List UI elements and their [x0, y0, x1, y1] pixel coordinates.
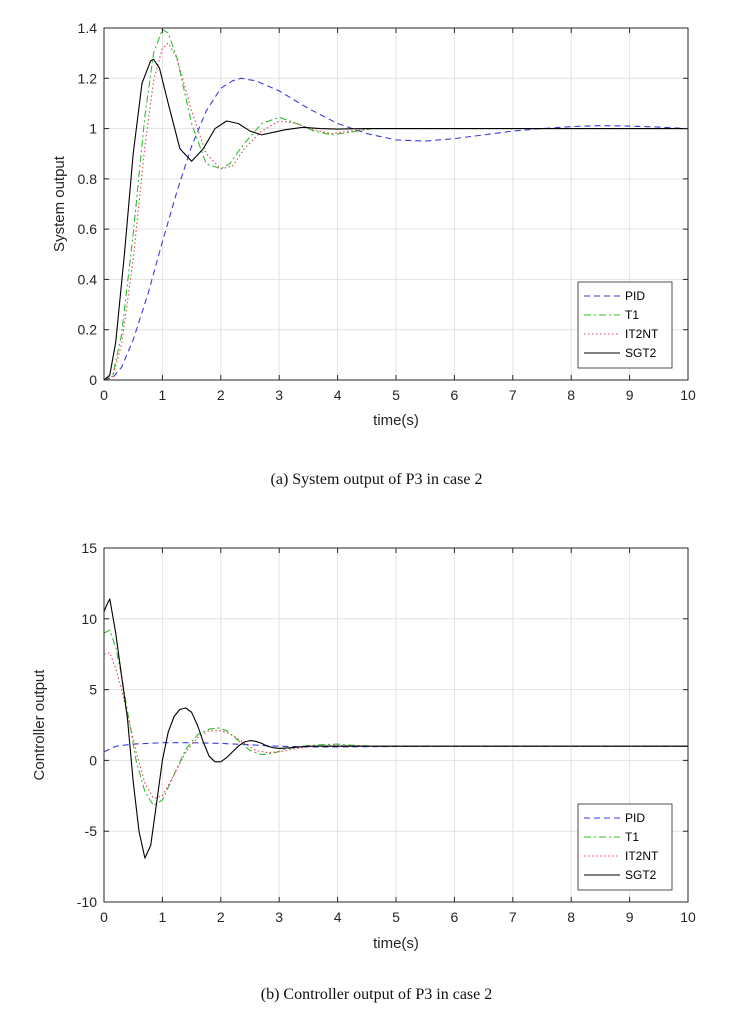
y-tick-label: 1.4	[78, 20, 98, 36]
x-axis-label-a: time(s)	[373, 412, 419, 429]
x-tick-label: 4	[334, 909, 342, 925]
y-tick-label: 5	[89, 682, 97, 698]
x-tick-label: 6	[451, 909, 459, 925]
x-tick-label: 10	[680, 909, 696, 925]
x-tick-label: 5	[392, 909, 400, 925]
series-line-sgt2	[103, 58, 688, 381]
ticks-a: 0 1 2 3 4 5 6 7 8 9 10 0 0.2 0.4 0.6 0.8 1 1.2 1.4	[78, 20, 696, 403]
legend-a: PID T1 IT2NT SGT2	[577, 281, 673, 369]
series-line-pid	[103, 77, 689, 381]
x-tick-label: 10	[680, 387, 696, 403]
y-tick-label: -10	[77, 894, 97, 910]
legend-label-it2nt: IT2NT	[625, 849, 659, 863]
x-tick-label: 8	[567, 909, 575, 925]
x-tick-label: 6	[451, 387, 459, 403]
x-tick-label: 2	[217, 909, 225, 925]
series-line-sgt2	[103, 598, 688, 859]
legend-label-sgt2: SGT2	[625, 346, 657, 360]
y-tick-label: 0	[89, 752, 97, 768]
y-axis-label-a: System output	[51, 155, 68, 252]
x-tick-label: 1	[159, 909, 167, 925]
legend-label-t1: T1	[625, 830, 639, 844]
legend-label-t1: T1	[625, 308, 639, 322]
caption-b: (b) Controller output of P3 in case 2	[260, 986, 493, 1003]
x-tick-label: 1	[159, 387, 167, 403]
legend-label-pid: PID	[625, 289, 645, 303]
y-tick-label: 1.2	[78, 70, 98, 86]
series-line-it2nt	[103, 42, 688, 381]
x-tick-label: 3	[275, 909, 283, 925]
x-tick-label: 0	[100, 387, 108, 403]
series-line-pid	[103, 742, 688, 753]
legend-b: PID T1 IT2NT SGT2	[577, 803, 673, 891]
chart-b-controller-output: 0 1 2 3 4 5 6 7 8 9 10 -10 -5 0 5 10 15 time(s) Controll…	[31, 540, 696, 952]
y-tick-label: 0.2	[78, 322, 98, 338]
x-tick-label: 3	[275, 387, 283, 403]
y-tick-label: 0	[89, 372, 97, 388]
x-tick-label: 9	[626, 387, 634, 403]
legend-box	[577, 281, 673, 369]
x-tick-label: 5	[392, 387, 400, 403]
ticks-b: 0 1 2 3 4 5 6 7 8 9 10 -10 -5 0 5 10 15	[77, 540, 696, 925]
caption-a: (a) System output of P3 in case 2	[270, 471, 483, 488]
x-tick-label: 8	[567, 387, 575, 403]
y-tick-label: 0.4	[78, 271, 98, 287]
y-tick-label: 15	[81, 540, 97, 556]
y-axis-label-b: Controller output	[31, 669, 48, 781]
y-tick-label: 10	[81, 611, 97, 627]
chart-a-system-output: 0 1 2 3 4 5 6 7 8 9 10 0 0.2 0.4 0.6 0.8 1 1.2 1.4 time(s)…	[51, 20, 696, 429]
x-tick-label: 2	[217, 387, 225, 403]
grid-b	[104, 548, 688, 902]
y-tick-label: 0.8	[78, 171, 98, 187]
x-tick-label: 7	[509, 387, 517, 403]
y-tick-label: 0.6	[78, 221, 98, 237]
legend-label-it2nt: IT2NT	[625, 327, 659, 341]
x-tick-label: 0	[100, 909, 108, 925]
x-tick-label: 4	[334, 387, 342, 403]
series-b	[103, 598, 688, 859]
y-tick-label: -5	[85, 823, 98, 839]
y-tick-label: 1	[89, 121, 97, 137]
x-axis-label-b: time(s)	[373, 935, 419, 952]
legend-label-pid: PID	[625, 811, 645, 825]
x-tick-label: 7	[509, 909, 517, 925]
legend-box	[577, 803, 673, 891]
series-a	[103, 28, 689, 381]
legend-label-sgt2: SGT2	[625, 868, 657, 882]
x-tick-label: 9	[626, 909, 634, 925]
